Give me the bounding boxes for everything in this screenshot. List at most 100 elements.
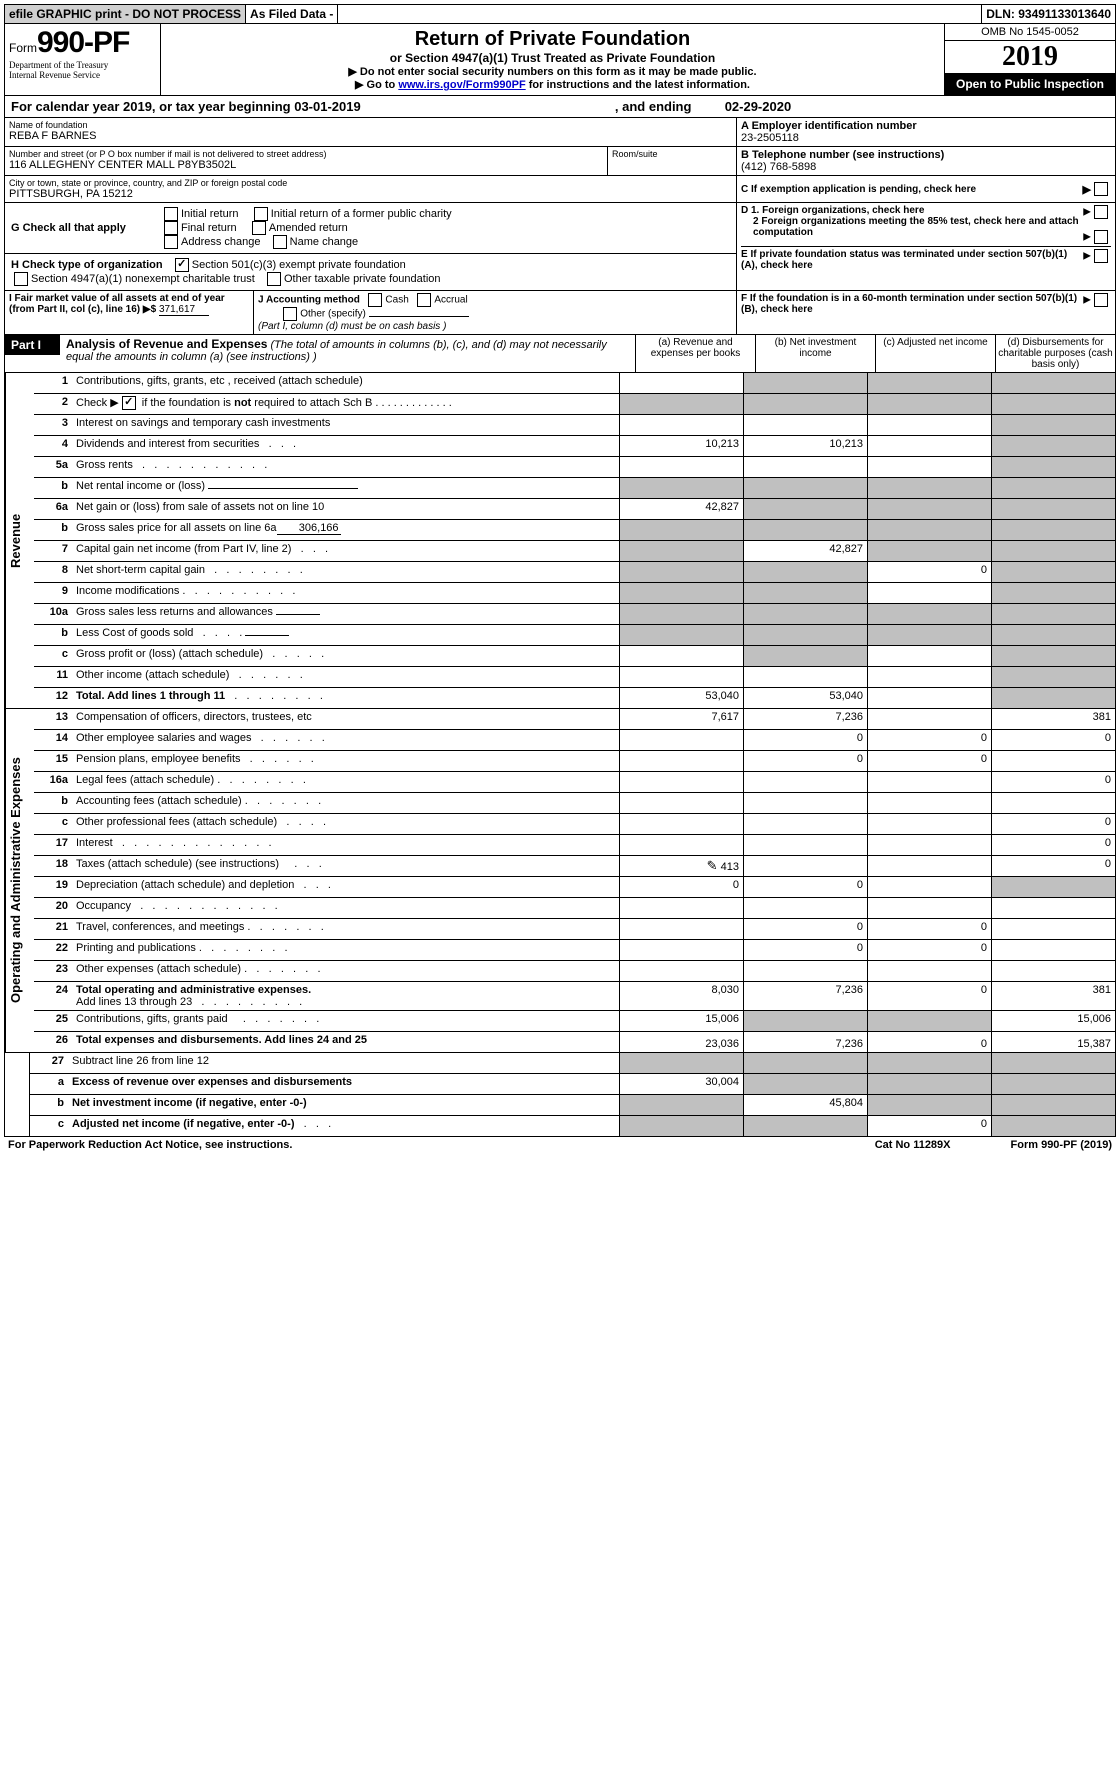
ein-value: 23-2505118: [741, 132, 1111, 144]
street-cell: Number and street (or P O box number if …: [5, 147, 608, 175]
r15-c: 0: [867, 751, 991, 771]
c-label: C If exemption application is pending, c…: [741, 184, 1083, 195]
tel-label: B Telephone number (see instructions): [741, 149, 1111, 161]
r11-desc: Other income (attach schedule) . . . . .…: [72, 667, 619, 687]
r22-c: 0: [867, 940, 991, 960]
schb-checkbox[interactable]: ✓: [122, 396, 136, 410]
r23-desc: Other expenses (attach schedule) . . . .…: [72, 961, 619, 981]
r22-b: 0: [743, 940, 867, 960]
f-check: ▶: [1083, 293, 1111, 332]
h-label: H Check type of organization: [11, 259, 163, 271]
h-501c3-checkbox[interactable]: ✓: [175, 258, 189, 272]
foundation-name: REBA F BARNES: [9, 130, 732, 142]
g-final-checkbox[interactable]: [164, 221, 178, 235]
i-value: 371,617: [159, 304, 209, 316]
name-label: Name of foundation: [9, 120, 732, 130]
h-opt-3: Other taxable private foundation: [284, 273, 441, 285]
cal-begin: For calendar year 2019, or tax year begi…: [11, 99, 615, 114]
row-10a: 10aGross sales less returns and allowanc…: [34, 603, 1115, 624]
j-accrual-checkbox[interactable]: [417, 293, 431, 307]
row-15: 15Pension plans, employee benefits . . .…: [34, 750, 1115, 771]
g-initial-former-checkbox[interactable]: [254, 207, 268, 221]
f-checkbox[interactable]: [1094, 293, 1108, 307]
pencil-icon[interactable]: ✎: [707, 858, 718, 873]
form-number: 990-PF: [37, 26, 129, 59]
g-opt-5: Name change: [290, 236, 359, 248]
expenses-side-label: Operating and Administrative Expenses: [5, 709, 34, 1052]
r12-desc: Total. Add lines 1 through 11 . . . . . …: [72, 688, 619, 708]
r12-b: 53,040: [743, 688, 867, 708]
g-amended-checkbox[interactable]: [252, 221, 266, 235]
d2-checkbox[interactable]: [1094, 230, 1108, 244]
omb-number: OMB No 1545-0052: [945, 24, 1115, 41]
row-23: 23Other expenses (attach schedule) . . .…: [34, 960, 1115, 981]
g-address-checkbox[interactable]: [164, 235, 178, 249]
r3-desc: Interest on savings and temporary cash i…: [72, 415, 619, 435]
addr-tel-row: Number and street (or P O box number if …: [4, 147, 1116, 176]
h-opt-1: Section 501(c)(3) exempt private foundat…: [192, 259, 406, 271]
r14-desc: Other employee salaries and wages . . . …: [72, 730, 619, 750]
row-16c: cOther professional fees (attach schedul…: [34, 813, 1115, 834]
g-name-checkbox[interactable]: [273, 235, 287, 249]
r4-b: 10,213: [743, 436, 867, 456]
blank-side: [5, 1053, 30, 1136]
col-c-head: (c) Adjusted net income: [876, 335, 996, 372]
row-19: 19Depreciation (attach schedule) and dep…: [34, 876, 1115, 897]
r27b-desc: Net investment income (if negative, ente…: [68, 1095, 619, 1115]
r21-desc: Travel, conferences, and meetings . . . …: [72, 919, 619, 939]
r24-a: 8,030: [619, 982, 743, 1010]
row-26: 26Total expenses and disbursements. Add …: [34, 1031, 1115, 1052]
r5a-desc: Gross rents . . . . . . . . . . .: [72, 457, 619, 477]
footer-right: Form 990-PF (2019): [1011, 1139, 1112, 1151]
j-other: Other (specify): [300, 309, 366, 320]
e-block: E If private foundation status was termi…: [741, 249, 1111, 271]
i-cell: I Fair market value of all assets at end…: [5, 291, 254, 334]
r22-desc: Printing and publications . . . . . . . …: [72, 940, 619, 960]
h-row: H Check type of organization ✓Section 50…: [5, 254, 736, 291]
j-other-input[interactable]: [369, 316, 469, 317]
header-right: OMB No 1545-0052 2019 Open to Public Ins…: [944, 24, 1115, 95]
h-other-checkbox[interactable]: [267, 272, 281, 286]
r19-b: 0: [743, 877, 867, 897]
line27-body: 27Subtract line 26 from line 12 aExcess …: [30, 1053, 1115, 1136]
j-cash-checkbox[interactable]: [368, 293, 382, 307]
j-other-checkbox[interactable]: [283, 307, 297, 321]
g-initial-checkbox[interactable]: [164, 207, 178, 221]
r1-desc: Contributions, gifts, grants, etc , rece…: [72, 373, 619, 393]
r18-d: 0: [991, 856, 1115, 876]
row-10c: cGross profit or (loss) (attach schedule…: [34, 645, 1115, 666]
e-label: E If private foundation status was termi…: [741, 249, 1083, 271]
col-d-head: (d) Disbursements for charitable purpose…: [996, 335, 1115, 372]
r16a-d: 0: [991, 772, 1115, 792]
h-4947-checkbox[interactable]: [14, 272, 28, 286]
city-cell: City or town, state or province, country…: [5, 176, 736, 202]
r13-a: 7,617: [619, 709, 743, 729]
city-value: PITTSBURGH, PA 15212: [9, 188, 732, 200]
header-mid: Return of Private Foundation or Section …: [161, 24, 944, 95]
d1-label: D 1. Foreign organizations, check here: [741, 205, 1081, 216]
r14-b: 0: [743, 730, 867, 750]
irs-link[interactable]: www.irs.gov/Form990PF: [398, 79, 525, 91]
r27a-desc: Excess of revenue over expenses and disb…: [68, 1074, 619, 1094]
r4-a: 10,213: [619, 436, 743, 456]
e-checkbox[interactable]: [1094, 249, 1108, 263]
row-5a: 5aGross rents . . . . . . . . . . .: [34, 456, 1115, 477]
r13-desc: Compensation of officers, directors, tru…: [72, 709, 619, 729]
c-checkbox[interactable]: [1094, 182, 1108, 196]
g-opt-0: Initial return: [181, 208, 238, 220]
r17-d: 0: [991, 835, 1115, 855]
r20-desc: Occupancy . . . . . . . . . . . .: [72, 898, 619, 918]
row-17: 17Interest . . . . . . . . . . . . .0: [34, 834, 1115, 855]
row-9: 9Income modifications . . . . . . . . . …: [34, 582, 1115, 603]
g-label: G Check all that apply: [11, 222, 161, 234]
room-label: Room/suite: [612, 149, 732, 159]
note2-pre: ▶ Go to: [355, 79, 398, 91]
name-ein-row: Name of foundation REBA F BARNES A Emplo…: [4, 118, 1116, 147]
row-6b: bGross sales price for all assets on lin…: [34, 519, 1115, 540]
r17-desc: Interest . . . . . . . . . . . . .: [72, 835, 619, 855]
calendar-year-row: For calendar year 2019, or tax year begi…: [4, 96, 1116, 118]
top-bar: efile GRAPHIC print - DO NOT PROCESS As …: [4, 4, 1116, 24]
row-16b: bAccounting fees (attach schedule) . . .…: [34, 792, 1115, 813]
d1-checkbox[interactable]: [1094, 205, 1108, 219]
r8-desc: Net short-term capital gain . . . . . . …: [72, 562, 619, 582]
